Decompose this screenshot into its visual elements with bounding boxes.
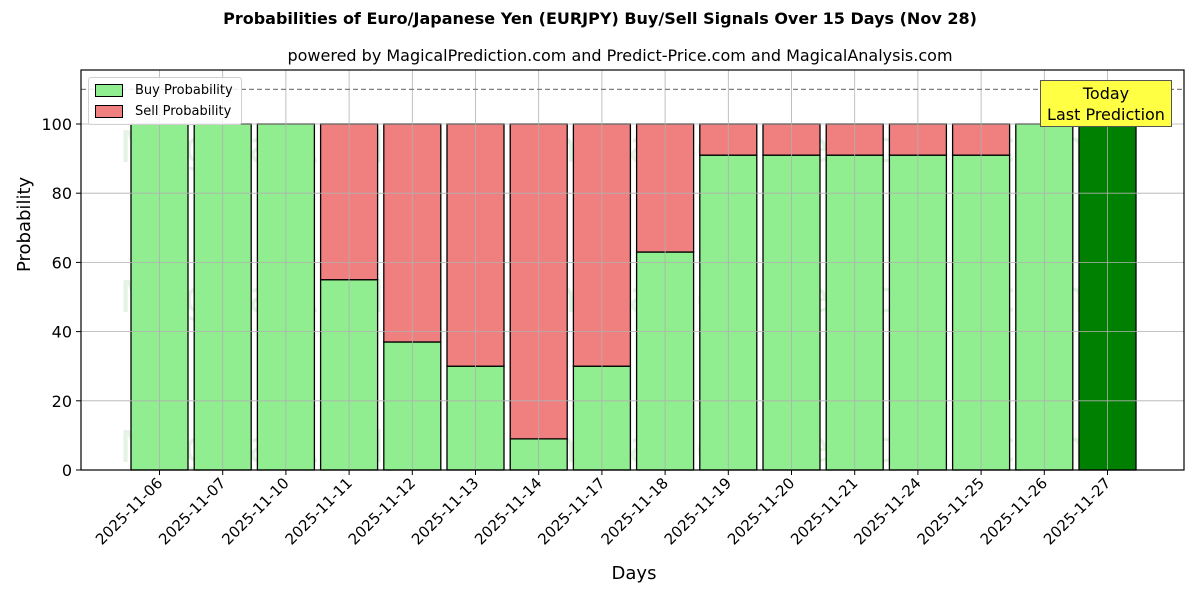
x-tick-label: 2025-11-10 <box>218 474 292 548</box>
x-tick-label: 2025-11-20 <box>724 474 798 548</box>
annotation-line-1: Today <box>1082 84 1130 103</box>
x-tick-label: 2025-11-11 <box>282 474 356 548</box>
annotation-line-2: Last Prediction <box>1047 105 1165 124</box>
x-tick-label: 2025-11-24 <box>850 474 924 548</box>
legend-item-buy: Buy Probability <box>95 81 233 99</box>
buy-swatch-icon <box>95 83 123 97</box>
today-annotation: Today Last Prediction <box>1040 80 1172 127</box>
plot-frame <box>80 69 1185 471</box>
x-tick-label: 2025-11-25 <box>914 474 988 548</box>
y-axis-label: Probability <box>14 176 35 272</box>
x-tick-label: 2025-11-07 <box>155 474 229 548</box>
chart-subtitle: powered by MagicalPrediction.com and Pre… <box>287 46 953 65</box>
x-tick-label: 2025-11-14 <box>471 474 545 548</box>
x-tick-label: 2025-11-18 <box>598 474 672 548</box>
x-tick-label: 2025-11-27 <box>1040 474 1114 548</box>
x-tick-label: 2025-11-26 <box>977 474 1051 548</box>
x-tick-label: 2025-11-21 <box>787 474 861 548</box>
chart-title: Probabilities of Euro/Japanese Yen (EURJ… <box>223 9 977 28</box>
x-tick-label: 2025-11-12 <box>345 474 419 548</box>
y-tick-label: 80 <box>52 184 72 203</box>
sell-swatch-icon <box>95 104 123 118</box>
x-tick-label: 2025-11-19 <box>661 474 735 548</box>
y-tick-label: 20 <box>52 392 72 411</box>
y-tick-label: 0 <box>62 461 72 480</box>
x-tick-label: 2025-11-13 <box>408 474 482 548</box>
x-tick-label: 2025-11-17 <box>534 474 608 548</box>
y-tick-label: 60 <box>52 253 72 272</box>
chart-legend: Buy Probability Sell Probability <box>88 77 242 125</box>
legend-label-buy: Buy Probability <box>135 82 233 98</box>
legend-label-sell: Sell Probability <box>135 103 232 119</box>
x-axis-label: Days <box>611 563 657 584</box>
y-tick-label: 100 <box>41 115 72 134</box>
x-tick-label: 2025-11-06 <box>92 474 166 548</box>
y-tick-label: 40 <box>52 323 72 342</box>
legend-item-sell: Sell Probability <box>95 102 231 120</box>
